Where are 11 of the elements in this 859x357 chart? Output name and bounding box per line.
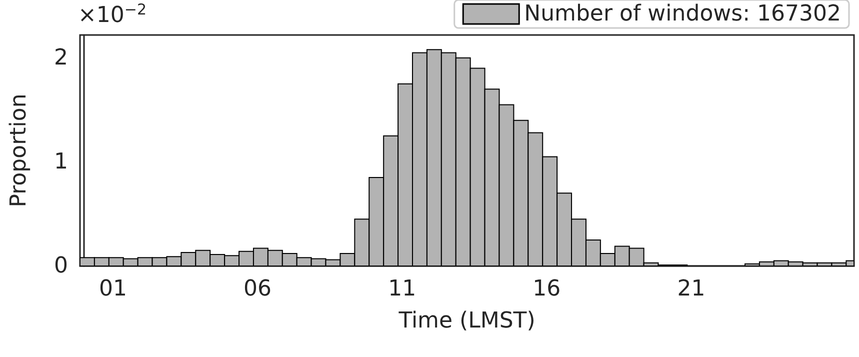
- x-tick-label: 06: [244, 276, 272, 302]
- x-axis-title: Time (LMST): [398, 308, 536, 334]
- y-axis-title: Proportion: [6, 94, 32, 208]
- x-tick-label: 21: [677, 276, 706, 302]
- y-tick-label: 0: [54, 254, 68, 278]
- y-tick-label: 2: [54, 45, 68, 70]
- x-tick-label: 16: [532, 276, 561, 302]
- x-tick-label: 11: [388, 276, 416, 302]
- x-tick-label: 01: [98, 276, 127, 302]
- legend-label: Number of windows: 167302: [524, 2, 842, 26]
- y-tick-label: 1: [54, 149, 68, 174]
